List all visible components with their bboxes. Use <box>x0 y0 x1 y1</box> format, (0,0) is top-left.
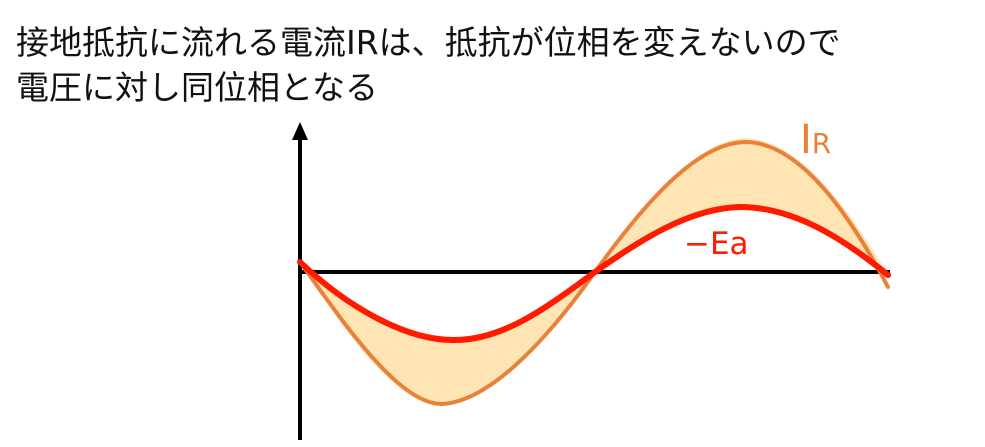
ir-label-main: I <box>800 117 812 163</box>
ea-label: −Ea <box>684 226 749 262</box>
vertical-axis-arrowhead <box>292 122 308 140</box>
caption-line-1: 接地抵抗に流れる電流IRは、抵抗が位相を変えないので <box>16 23 841 62</box>
ea-curve <box>297 203 891 344</box>
ir-label-sub: R <box>812 127 831 160</box>
ir-label: IR <box>800 117 831 163</box>
caption-text: 接地抵抗に流れる電流IRは、抵抗が位相を変えないので 電圧に対し同位相となる <box>16 20 976 110</box>
caption-line-2: 電圧に対し同位相となる <box>16 68 379 107</box>
